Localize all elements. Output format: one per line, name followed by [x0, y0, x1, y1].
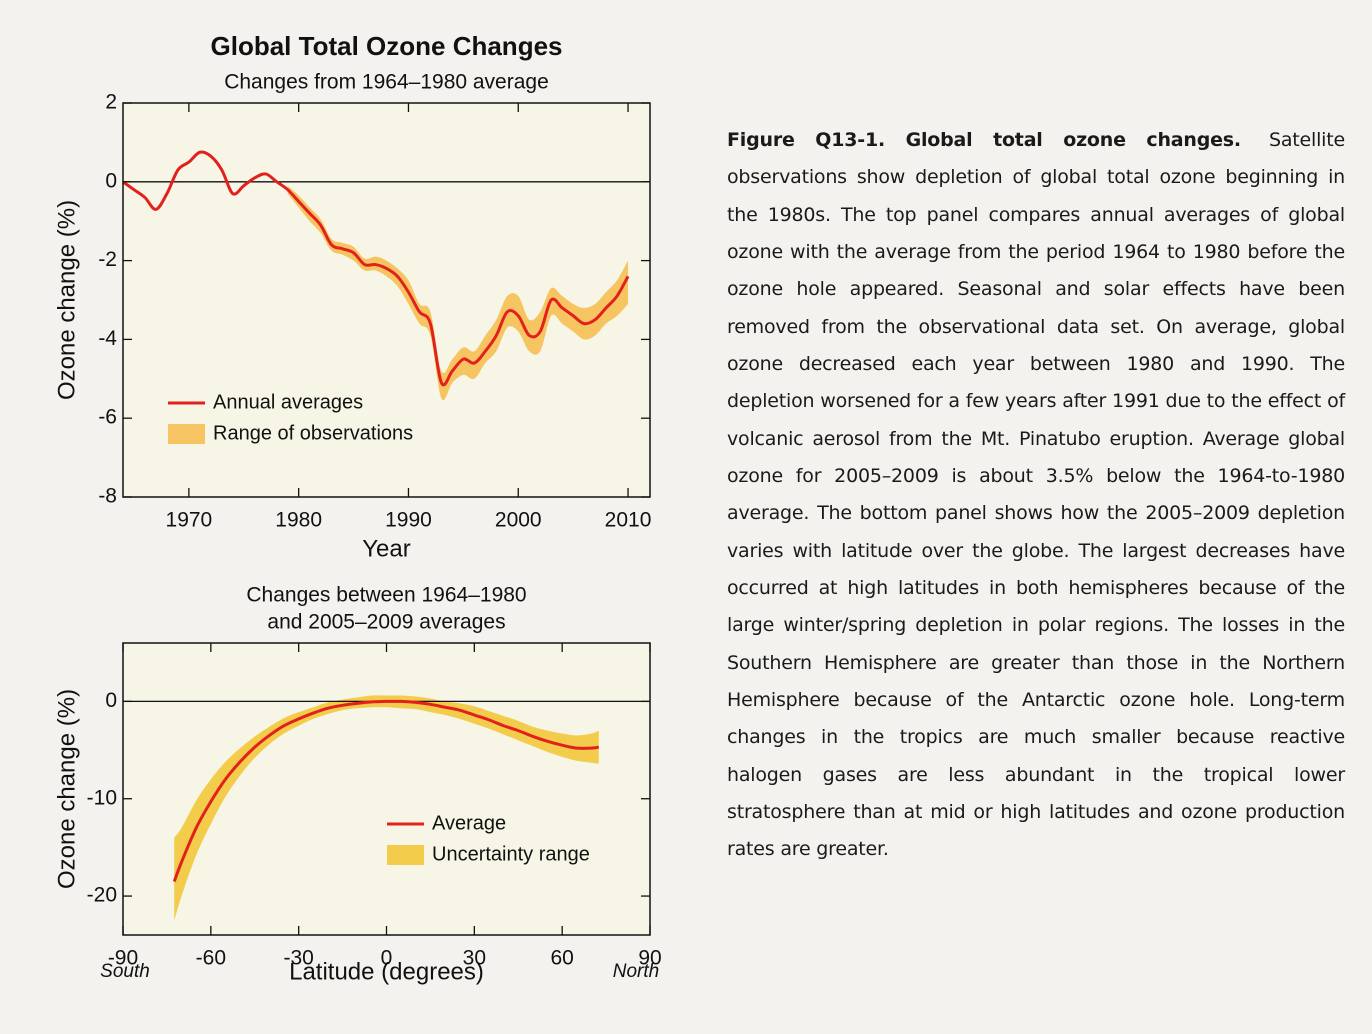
y-tick-label: -8	[98, 485, 117, 508]
legend-label: Annual averages	[213, 391, 363, 413]
legend-swatch	[168, 424, 205, 444]
y-tick-label: -10	[87, 786, 117, 809]
y-tick-label: 0	[105, 689, 117, 712]
y-tick-label: -4	[98, 327, 117, 350]
caption: Figure Q13-1. Global total ozone changes…	[727, 122, 1345, 869]
chart-subtitle: Changes from 1964–1980 average	[224, 71, 549, 94]
plot-area	[123, 643, 650, 935]
series-line	[172, 699, 599, 882]
chart-subtitle: and 2005–2009 averages	[267, 611, 505, 634]
y-axis-label: Ozone change (%)	[53, 689, 80, 889]
y-tick-label: -6	[98, 406, 117, 429]
x-tick-label: 30	[463, 947, 486, 970]
y-tick-label: -20	[87, 884, 117, 907]
x-tick-label: 60	[550, 947, 573, 970]
legend-label: Average	[432, 812, 506, 834]
range-band	[287, 185, 629, 401]
x-tick-label: -30	[283, 947, 313, 970]
legend-label: Uncertainty range	[432, 843, 590, 865]
y-tick-label: 0	[105, 169, 117, 192]
y-axis-label: Ozone change (%)	[53, 200, 80, 400]
x-tick-label: 2010	[605, 509, 652, 532]
x-tick-label: 0	[381, 947, 393, 970]
caption-body: Satellite observations show depletion of…	[727, 129, 1346, 861]
x-tick-label: 1970	[166, 509, 213, 532]
x-tick-label: 1980	[275, 509, 322, 532]
series-line	[122, 150, 630, 387]
plot-frame	[122, 102, 651, 498]
x-tick-label: 2000	[495, 509, 542, 532]
x-tick-label: -60	[196, 947, 226, 970]
y-tick-label: -2	[98, 248, 117, 271]
x-tick-label: 90	[638, 947, 661, 970]
x-tick-label: 1990	[385, 509, 432, 532]
x-tick-label: -90	[108, 947, 138, 970]
legend-swatch	[387, 845, 424, 865]
annotation: South	[100, 961, 150, 982]
x-axis-label: Latitude (degrees)	[289, 958, 484, 985]
chart-title: Global Total Ozone Changes	[211, 31, 563, 61]
legend-label: Range of observations	[213, 422, 413, 444]
annotation: North	[613, 961, 659, 982]
caption-heading: Figure Q13-1. Global total ozone changes…	[727, 129, 1241, 151]
y-tick-label: 2	[105, 91, 117, 114]
chart-subtitle: Changes between 1964–1980	[246, 584, 526, 607]
x-axis-label: Year	[362, 535, 411, 562]
